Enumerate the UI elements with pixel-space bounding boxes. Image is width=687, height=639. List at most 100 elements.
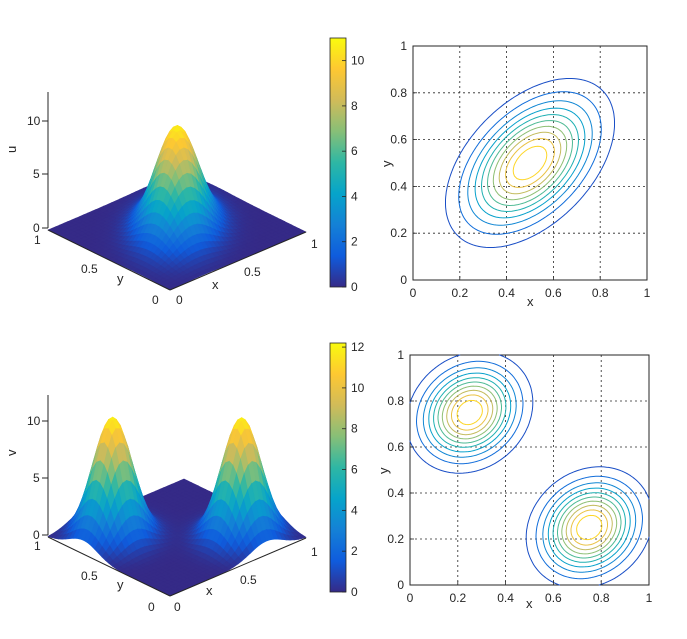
contour-u-ticks: 0 0.2 0.4 0.6 0.8 1 0 0.2 0.4 0.6 0.8 1 bbox=[390, 39, 650, 300]
contour-v-grid bbox=[410, 355, 649, 585]
x-tick-label: 0.5 bbox=[244, 265, 261, 279]
colorbar-tick-label: 6 bbox=[351, 144, 358, 158]
x-axis-label-u: x bbox=[212, 277, 219, 292]
y-tick-label: 1 bbox=[34, 539, 41, 553]
x-tick-label: 0 bbox=[410, 286, 417, 300]
y-tick-label: 1 bbox=[34, 233, 41, 247]
colorbar-tick-label: 0 bbox=[351, 280, 358, 294]
x-tick-label: 1 bbox=[311, 237, 318, 251]
x-tick-label: 0 bbox=[407, 591, 414, 605]
x-tick-label: 0.8 bbox=[592, 286, 609, 300]
contour-u-grid bbox=[413, 46, 647, 280]
contour-level-line bbox=[481, 114, 579, 212]
y-axis-label-u: y bbox=[117, 271, 124, 286]
contour-v-ylabel: y bbox=[376, 467, 391, 474]
z-tick-label: 5 bbox=[33, 167, 40, 181]
colorbar-tick-label: 8 bbox=[351, 99, 358, 113]
contour-level-line bbox=[458, 91, 602, 235]
z-tick-label: 0 bbox=[33, 528, 40, 542]
colorbar-tick-label: 0 bbox=[351, 585, 358, 599]
colorbar-v-ticks: 0 2 4 6 8 10 12 bbox=[342, 340, 365, 599]
colorbar-u: 0 2 4 6 8 10 bbox=[329, 37, 365, 294]
contour-level-line bbox=[446, 389, 613, 551]
contour-u-xlabel: x bbox=[527, 294, 534, 309]
colorbar-tick-label: 10 bbox=[351, 54, 365, 68]
y-tick-label: 0 bbox=[148, 600, 155, 614]
contour-level-line bbox=[409, 354, 650, 586]
z-tick-label: 10 bbox=[27, 114, 41, 128]
contour-plot-v: 0 0.2 0.4 0.6 0.8 1 0 0.2 0.4 0.6 0.8 1 x y bbox=[376, 348, 653, 611]
z-tick-label: 5 bbox=[33, 471, 40, 485]
contour-level-line bbox=[492, 125, 568, 201]
y-tick-label: 0.5 bbox=[81, 569, 98, 583]
contour-level-line bbox=[512, 145, 548, 181]
contour-level-line bbox=[498, 131, 562, 195]
colorbar-tick-label: 2 bbox=[351, 544, 358, 558]
y-axis-label-v: y bbox=[117, 577, 124, 592]
z-tick-label: 10 bbox=[27, 414, 41, 428]
contour-level-line bbox=[487, 120, 573, 206]
x-tick-label: 1 bbox=[644, 286, 651, 300]
x-tick-label: 0.6 bbox=[545, 591, 562, 605]
y-tick-label: 0.4 bbox=[390, 179, 407, 193]
contour-u-lines bbox=[445, 78, 615, 248]
x-tick-label: 0.5 bbox=[240, 573, 257, 587]
contour-level-line bbox=[433, 377, 626, 563]
contour-plot-u: 0 0.2 0.4 0.6 0.8 1 0 0.2 0.4 0.6 0.8 1 x y bbox=[379, 39, 651, 309]
y-tick-label: 0.6 bbox=[387, 440, 404, 454]
surface-u-mesh bbox=[47, 125, 307, 291]
y-tick-label: 0 bbox=[397, 578, 404, 592]
y-tick-label: 0.6 bbox=[390, 133, 407, 147]
x-tick-label: 0 bbox=[174, 600, 181, 614]
x-tick-label: 0.2 bbox=[451, 286, 468, 300]
x-axis-label-v: x bbox=[206, 583, 213, 598]
x-tick-label: 0.8 bbox=[593, 591, 610, 605]
y-axis-u bbox=[47, 229, 171, 291]
contour-v-xlabel: x bbox=[526, 596, 533, 611]
x-tick-label: 1 bbox=[646, 591, 653, 605]
contour-v-lines bbox=[409, 354, 650, 586]
contour-level-line bbox=[428, 372, 631, 568]
z-axis-label-u: u bbox=[4, 146, 19, 153]
colorbar-tick-label: 10 bbox=[351, 381, 365, 395]
y-tick-label: 0.8 bbox=[387, 394, 404, 408]
y-tick-label: 0.5 bbox=[81, 262, 98, 276]
surface-v-mesh bbox=[47, 416, 307, 597]
contour-level-line bbox=[422, 367, 637, 573]
z-axis-label-v: v bbox=[4, 449, 19, 456]
surface-plot-v: 0 5 10 v 1 0.5 0 y 0 0.5 1 x bbox=[4, 395, 318, 614]
colorbar-v: 0 2 4 6 8 10 12 bbox=[329, 340, 365, 599]
contour-u-ylabel: y bbox=[379, 160, 394, 167]
x-tick-label: 0.4 bbox=[498, 286, 515, 300]
z-tick-label: 0 bbox=[33, 221, 40, 235]
colorbar-v-gradient bbox=[329, 342, 347, 593]
y-tick-label: 0.2 bbox=[390, 226, 407, 240]
contour-level-line bbox=[416, 360, 643, 580]
colorbar-tick-label: 4 bbox=[351, 189, 358, 203]
y-tick-label: 0.8 bbox=[390, 86, 407, 100]
colorbar-tick-label: 12 bbox=[351, 340, 365, 354]
contour-level-line bbox=[451, 394, 608, 546]
colorbar-u-ticks: 0 2 4 6 8 10 bbox=[342, 54, 365, 294]
y-tick-label: 0.4 bbox=[387, 486, 404, 500]
x-tick-label: 0.6 bbox=[545, 286, 562, 300]
y-tick-label: 1 bbox=[397, 348, 404, 362]
y-tick-label: 0.2 bbox=[387, 532, 404, 546]
x-tick-label: 0.2 bbox=[449, 591, 466, 605]
colorbar-tick-label: 2 bbox=[351, 235, 358, 249]
contour-level-line bbox=[445, 78, 615, 248]
contour-level-line bbox=[467, 100, 593, 226]
colorbar-tick-label: 8 bbox=[351, 422, 358, 436]
y-tick-label: 0 bbox=[400, 273, 407, 287]
y-tick-label: 1 bbox=[400, 39, 407, 53]
contour-v-frame bbox=[409, 354, 650, 586]
colorbar-u-gradient bbox=[329, 37, 347, 288]
y-axis-v bbox=[47, 536, 171, 597]
x-axis-u bbox=[169, 231, 307, 291]
contour-v-ticks: 0 0.2 0.4 0.6 0.8 1 0 0.2 0.4 0.6 0.8 1 bbox=[387, 348, 652, 605]
x-axis-v bbox=[169, 537, 307, 597]
contour-level-line bbox=[456, 399, 603, 541]
contour-level-line bbox=[437, 381, 622, 559]
contour-level-line bbox=[441, 385, 618, 555]
